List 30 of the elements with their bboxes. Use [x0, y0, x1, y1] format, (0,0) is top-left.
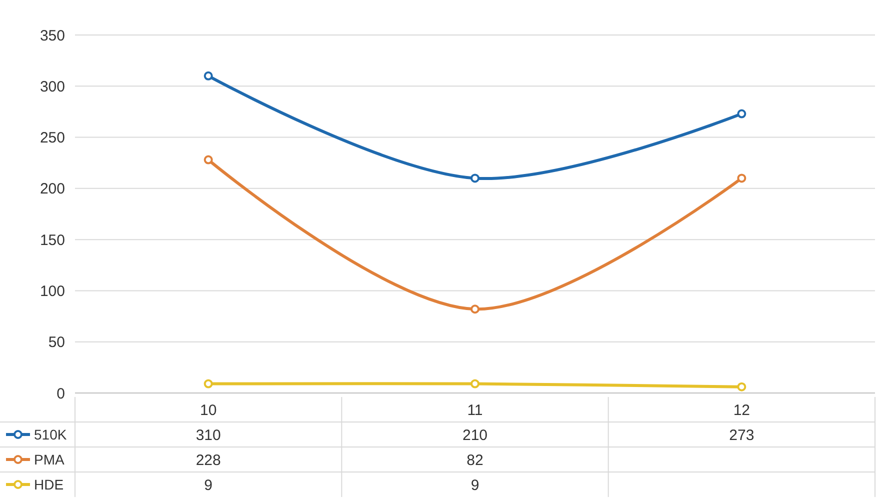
point	[204, 379, 213, 388]
y-tick-label: 350	[40, 27, 65, 44]
legend-label: PMA	[34, 451, 65, 468]
data-label: 9	[204, 476, 213, 494]
point	[204, 155, 213, 164]
x-tick-label: 10	[200, 402, 217, 419]
y-tick-label: 200	[40, 180, 65, 198]
data-label: 210	[462, 426, 488, 444]
data-label: 9	[470, 476, 480, 494]
y-tick-label: 300	[40, 78, 65, 96]
point	[204, 71, 213, 80]
y-tick-label: 50	[48, 334, 65, 352]
y-tick-label: 0	[56, 385, 65, 402]
legend-label: 510K	[34, 426, 68, 442]
data-label: 82	[466, 452, 484, 469]
y-tick-label: 100	[40, 282, 65, 300]
point	[470, 379, 480, 388]
data-label: 310	[196, 426, 221, 444]
y-tick-label: 150	[40, 232, 65, 249]
data-label: 273	[729, 426, 754, 444]
data-label: 228	[196, 452, 221, 469]
x-tick-label: 12	[733, 402, 750, 419]
legend-label: HDE	[34, 476, 64, 492]
point	[737, 382, 746, 392]
point	[737, 109, 746, 118]
y-tick-label: 250	[40, 130, 65, 147]
point	[470, 174, 480, 183]
x-tick-label: 11	[467, 402, 483, 419]
point	[470, 304, 480, 314]
point	[737, 174, 746, 183]
